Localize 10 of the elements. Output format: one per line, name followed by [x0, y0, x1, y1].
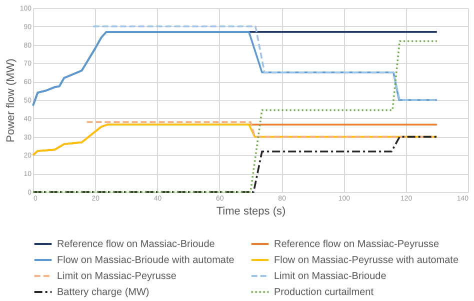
legend-label: Reference flow on Massiac-Peyrusse [274, 239, 440, 250]
legend-label: Production curtailment [274, 287, 374, 298]
legend-label: Limit on Massiac-Brioude [274, 271, 387, 282]
legend-label: Reference flow on Massiac-Brioude [57, 239, 216, 250]
x-axis-title: Time steps (s) [216, 206, 286, 218]
legend-label: Flow on Massiac-Peyrusse with automate [274, 255, 459, 266]
y-axis-title: Power flow (MW) [4, 58, 17, 142]
legend-label: Battery charge (MW) [57, 287, 150, 298]
legend-label: Flow on Massiac-Brioude with automate [57, 255, 235, 266]
legend-label: Limit on Massiac-Peyrusse [57, 271, 177, 282]
